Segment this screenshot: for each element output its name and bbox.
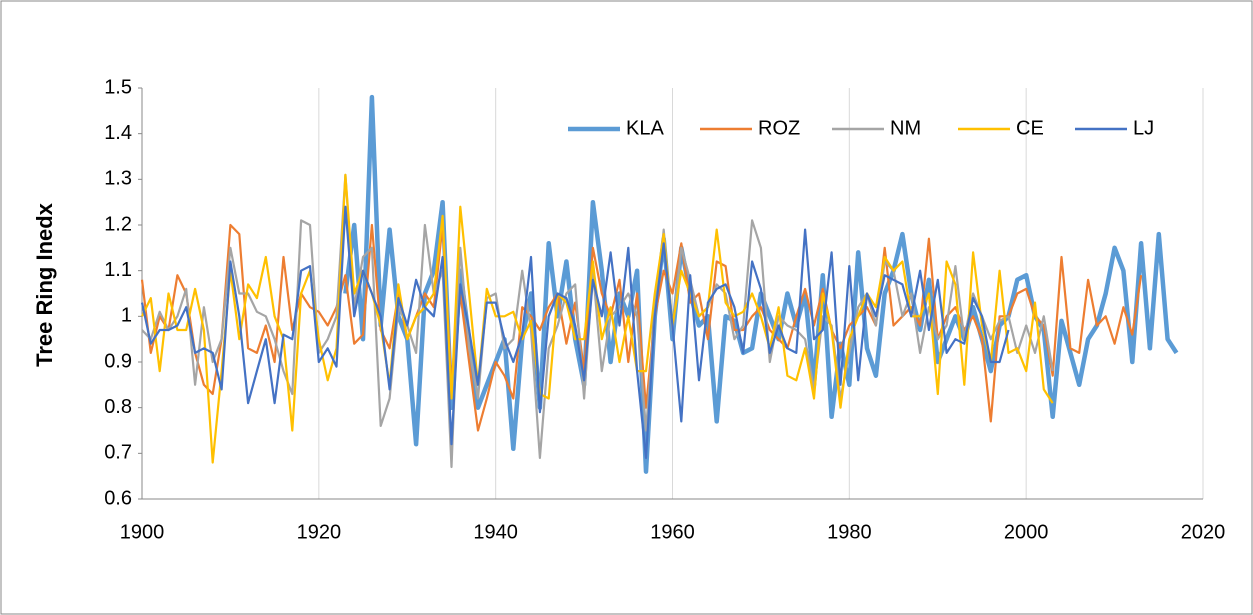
y-tick-label: 0.8 (104, 396, 132, 418)
x-tick-label: 1940 (473, 521, 518, 543)
legend-label: ROZ (758, 117, 800, 139)
x-tick-label: 2000 (1004, 521, 1049, 543)
y-tick-label: 0.9 (104, 350, 132, 372)
legend-label: KLA (626, 117, 664, 139)
x-tick-label: 1980 (827, 521, 872, 543)
x-tick-label: 1900 (120, 521, 165, 543)
legend-label: NM (890, 117, 921, 139)
series-line (140, 205, 1010, 459)
legend-label: CE (1016, 117, 1044, 139)
series-line (141, 173, 1054, 469)
y-tick-label: 0.7 (104, 442, 132, 464)
y-tick-label: 1.1 (104, 259, 132, 281)
x-tick-label: 2020 (1181, 521, 1226, 543)
y-tick-label: 0.6 (104, 487, 132, 509)
y-tick-label: 1.4 (104, 122, 132, 144)
series-line (140, 223, 1143, 432)
y-tick-label: 1.2 (104, 213, 132, 235)
y-axis-title: Tree Ring Inedx (32, 202, 57, 367)
y-tick-label: 1.3 (104, 168, 132, 190)
y-tick-label: 1 (121, 305, 132, 327)
legend-label: LJ (1133, 117, 1154, 139)
y-tick-label: 1.5 (104, 76, 132, 98)
x-tick-label: 1920 (297, 521, 342, 543)
x-tick-label: 1960 (650, 521, 695, 543)
